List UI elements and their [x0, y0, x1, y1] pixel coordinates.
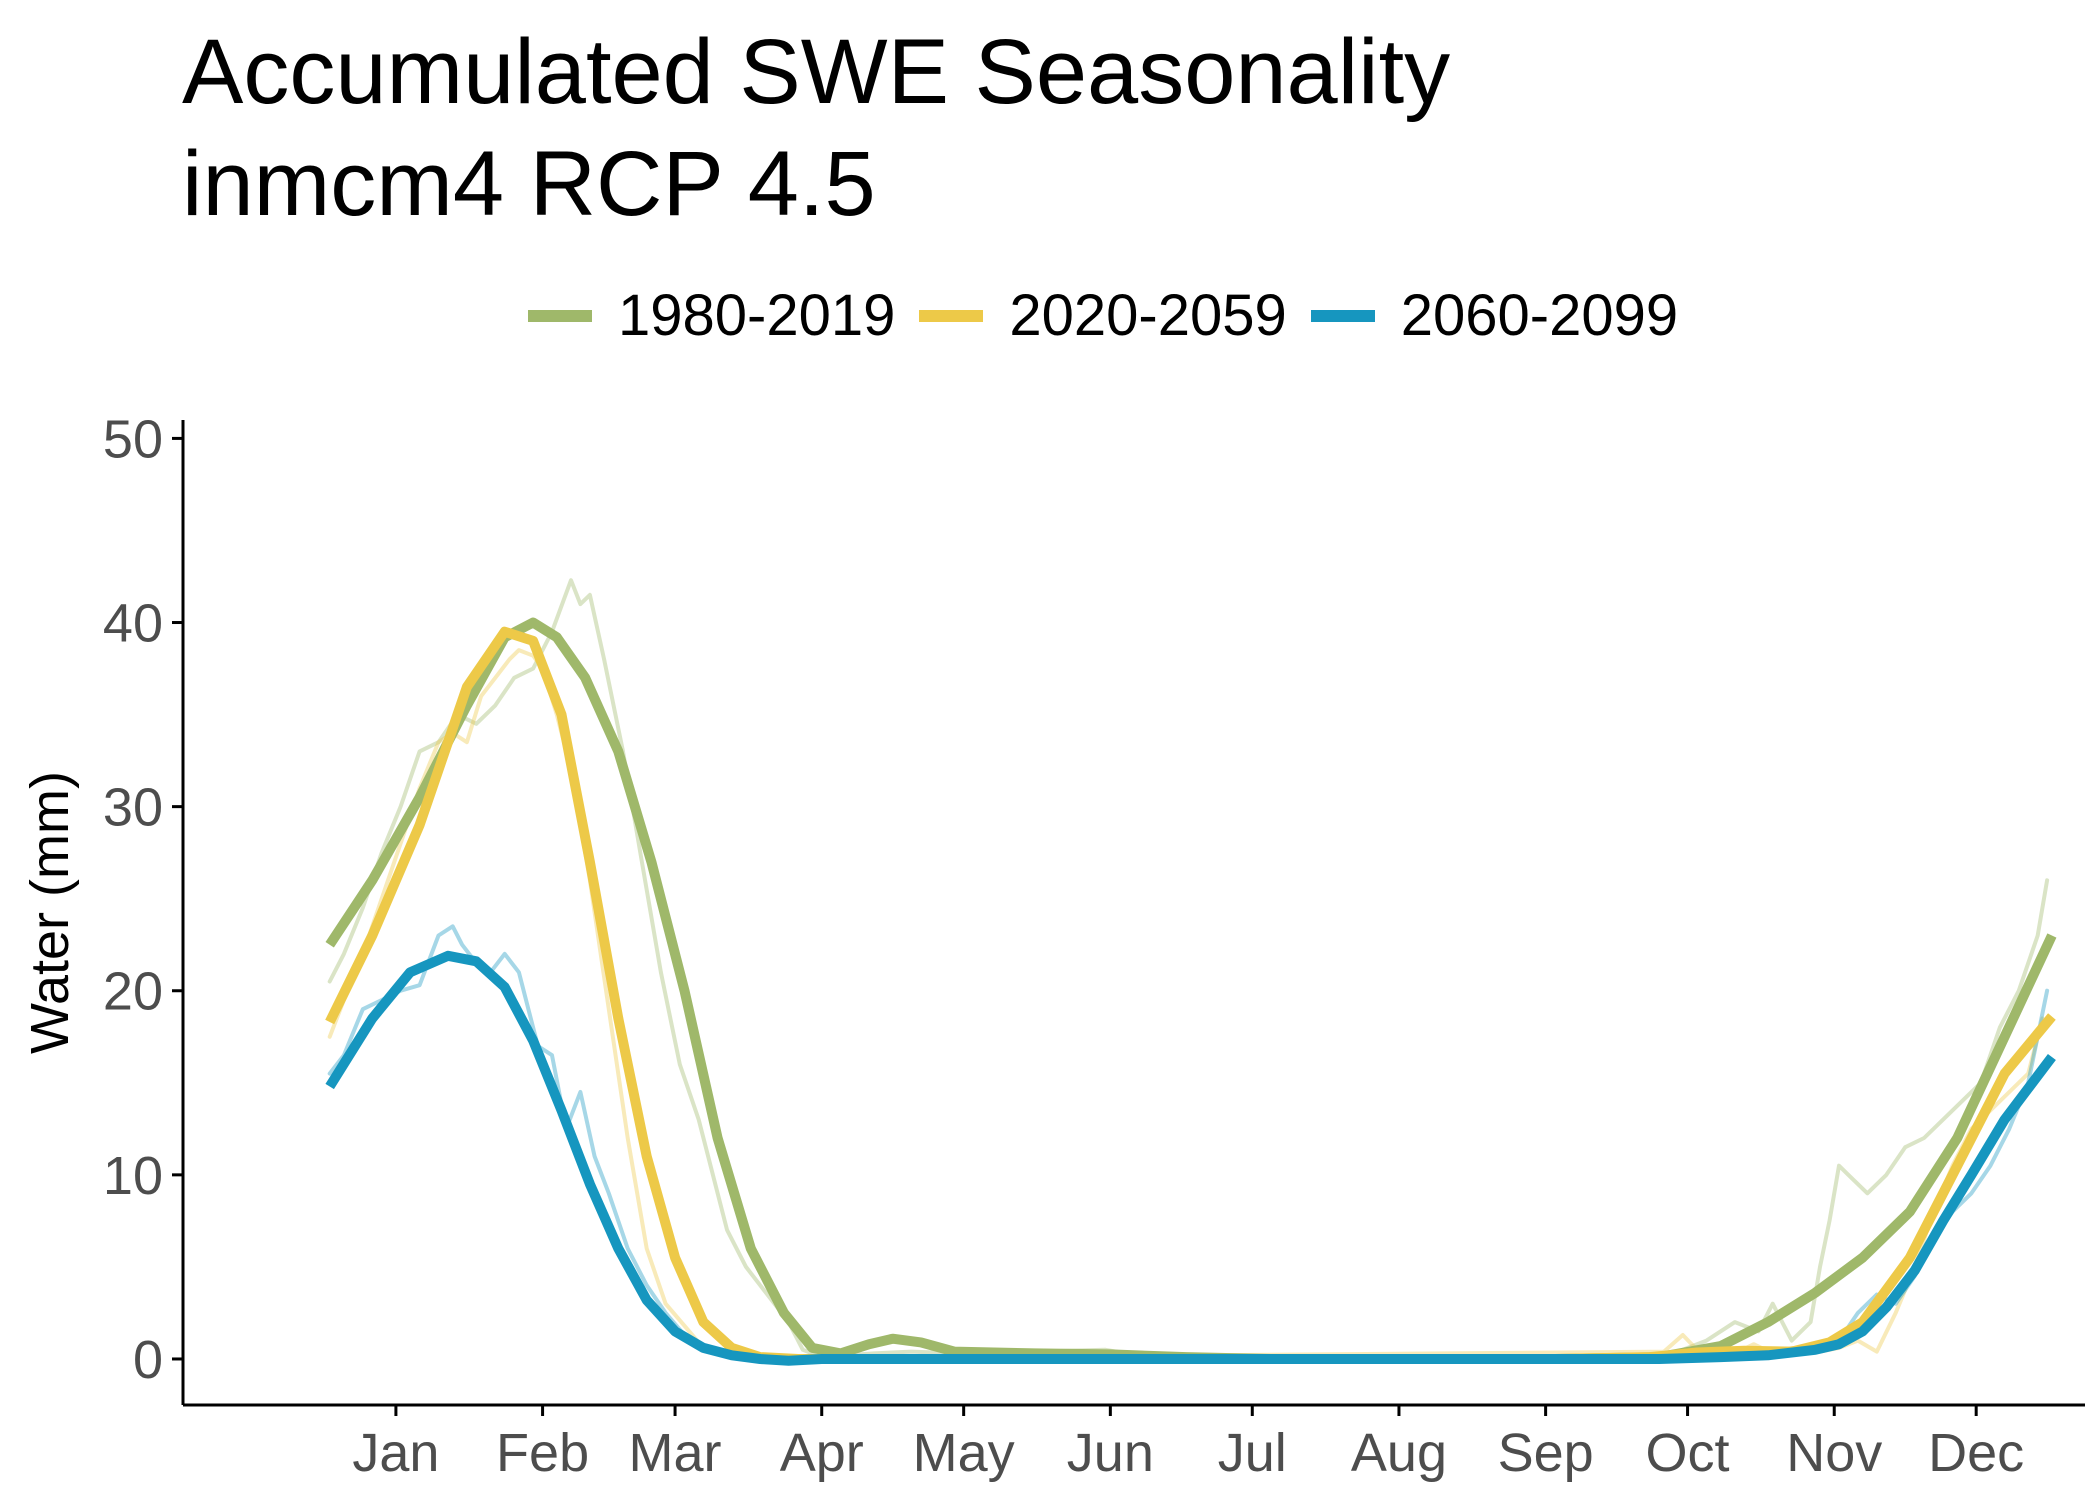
x-tick-label: Mar: [629, 1423, 722, 1483]
x-tick-label: Oct: [1646, 1423, 1730, 1483]
raw-line-series-1: [327, 648, 2045, 1361]
y-tick-label: 10: [103, 1146, 163, 1206]
x-tick-label: Aug: [1351, 1423, 1447, 1483]
y-tick-label: 20: [103, 962, 163, 1022]
y-tick-label: 40: [103, 594, 163, 654]
x-tick-label: Nov: [1786, 1423, 1882, 1483]
legend-swatch-series-0: [528, 309, 592, 322]
x-tick-label: Jul: [1218, 1423, 1287, 1483]
legend-item-series-1: 2020-2059: [919, 282, 1287, 349]
y-tick-label: 30: [103, 778, 163, 838]
smooth-line-series-2: [325, 950, 2056, 1366]
y-axis-title: Water (mm): [20, 771, 80, 1054]
x-tick-label: May: [913, 1423, 1015, 1483]
x-tick-label: Sep: [1498, 1423, 1594, 1483]
y-tick-label: 50: [103, 409, 163, 469]
x-tick-label: Dec: [1928, 1423, 2024, 1483]
y-tick-label: 0: [133, 1330, 163, 1390]
legend-item-series-2: 2060-2099: [1310, 282, 1679, 349]
chart-subtitle: inmcm4 RCP 4.5: [182, 133, 876, 235]
raw-line-series-0: [327, 578, 2050, 1361]
x-tick-label: Jun: [1067, 1423, 1154, 1483]
raw-line-series-2: [327, 924, 2050, 1361]
smooth-line-series-0: [325, 617, 2057, 1364]
legend-swatch-series-1: [919, 309, 984, 322]
legend-swatch-series-2: [1310, 309, 1375, 322]
x-tick-label: Jan: [352, 1423, 439, 1483]
chart-title: Accumulated SWE Seasonality: [182, 21, 1451, 123]
legend-label-series-0: 1980-2019: [618, 283, 896, 348]
legend: 1980-2019 2020-2059 2060-2099: [528, 282, 1702, 349]
x-tick-label: Feb: [496, 1423, 589, 1483]
legend-label-series-1: 2020-2059: [1009, 283, 1287, 348]
legend-item-series-0: 1980-2019: [528, 282, 895, 349]
smooth-line-series-1: [325, 626, 2056, 1364]
x-tick-label: Apr: [780, 1423, 864, 1483]
legend-label-series-2: 2060-2099: [1400, 283, 1679, 348]
